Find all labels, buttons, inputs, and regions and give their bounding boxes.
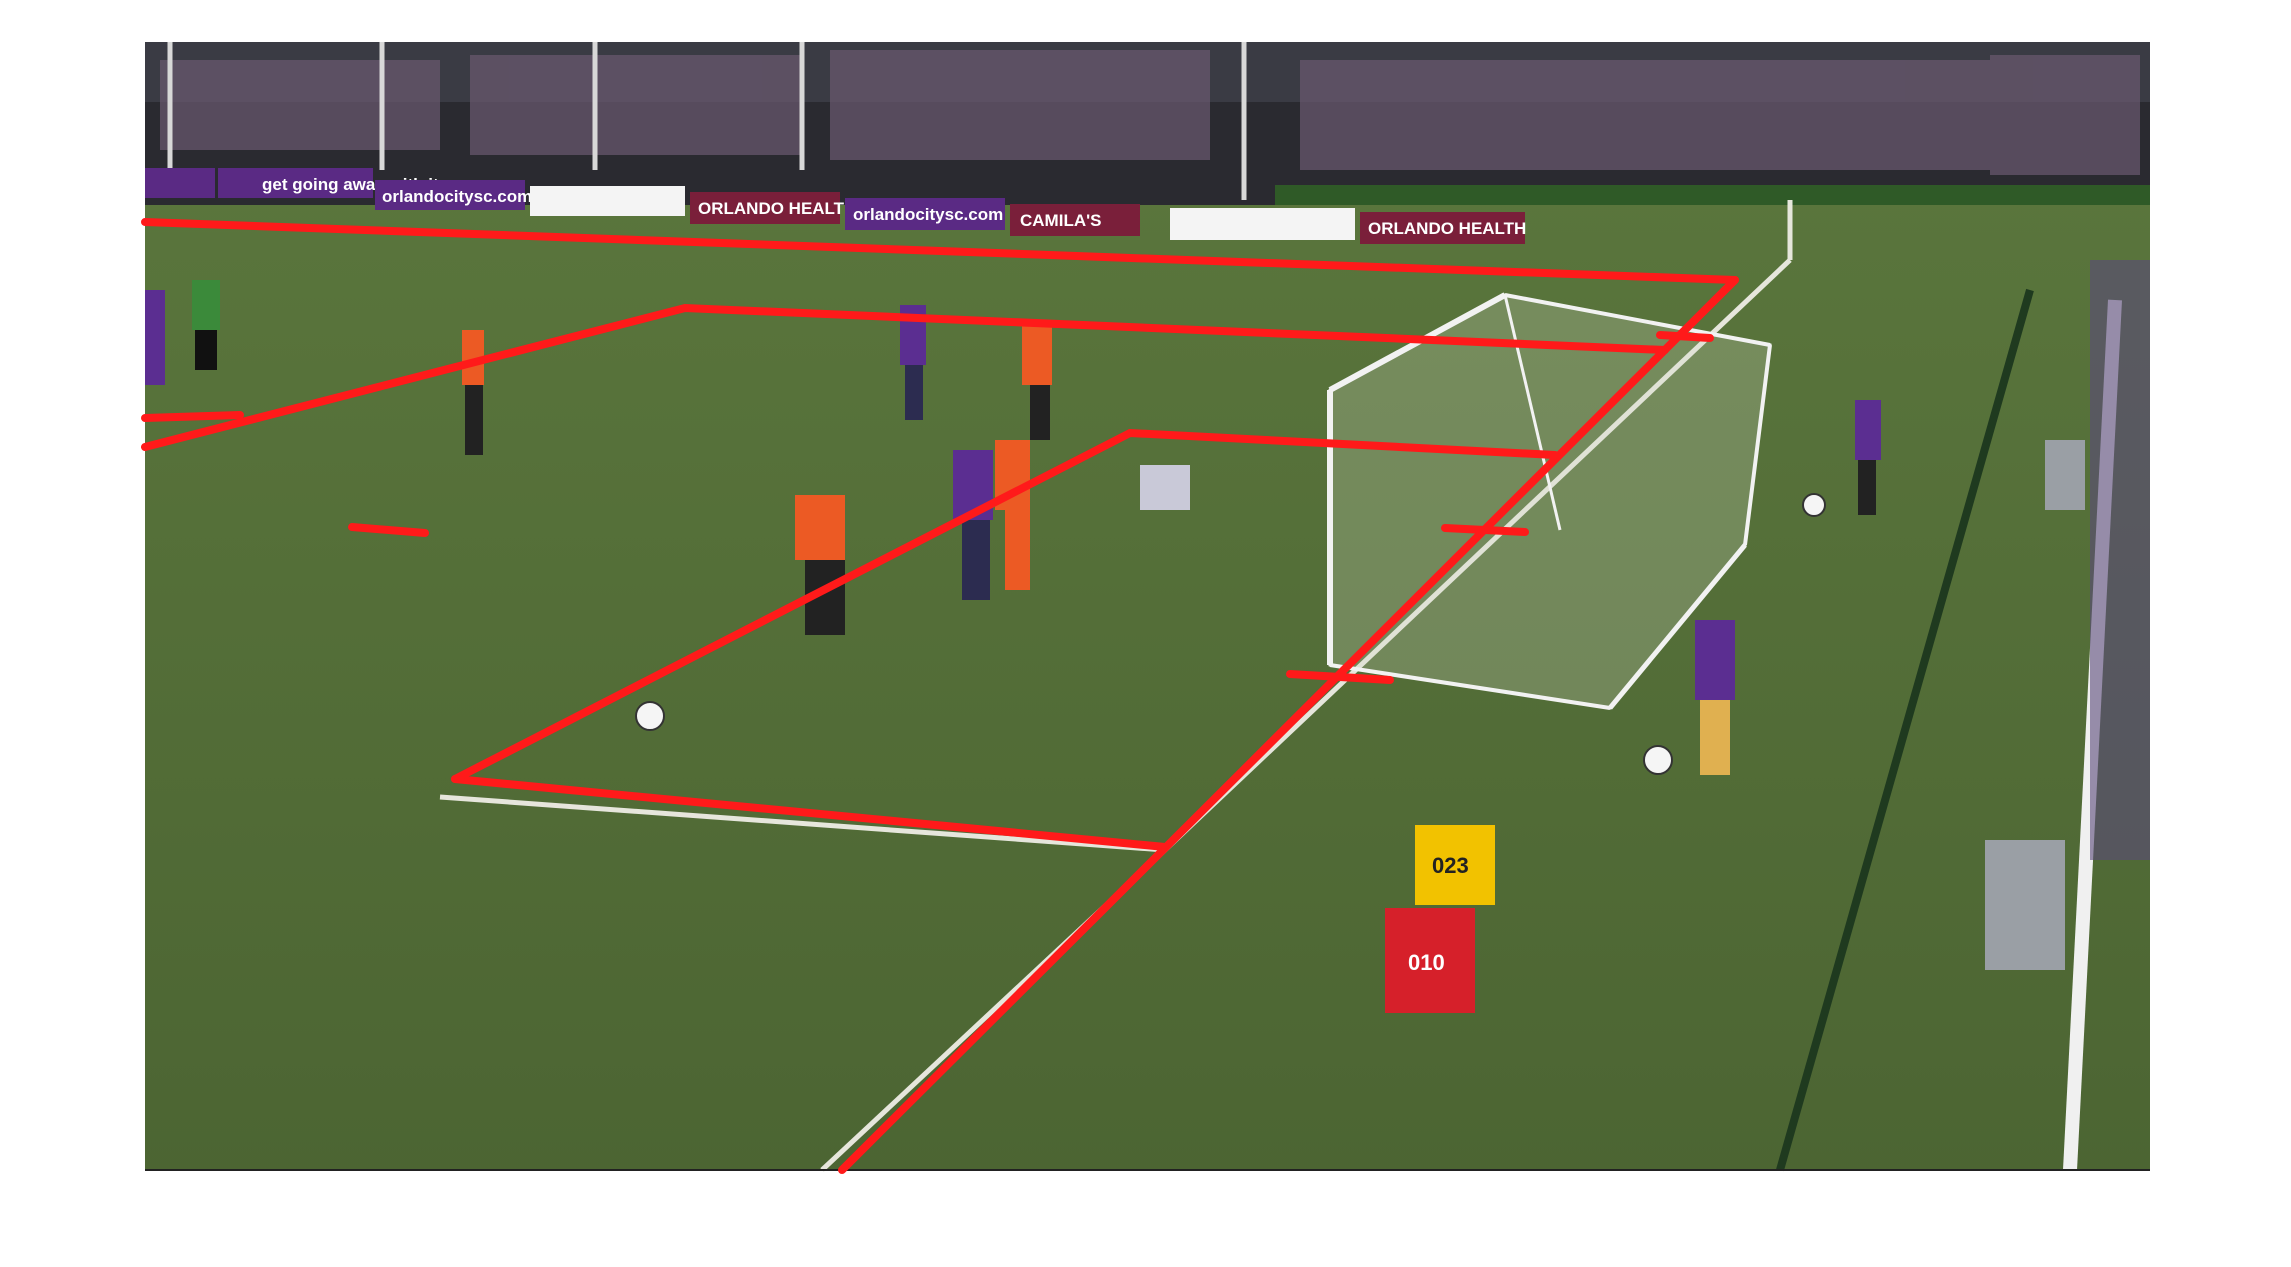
overlay-tick [1441,524,1529,536]
bib-number: 010 [1408,950,1445,975]
players [145,280,1881,775]
trash-bin [2045,440,2085,510]
pitch-shade [145,205,2150,1170]
ad-board [218,168,373,198]
ad-board [845,198,1005,230]
ad-board-text: CAMILA'S [1020,211,1101,230]
overlay-tick [1286,670,1394,684]
ad-board [1010,204,1140,236]
ad-board-text: ORLANDO HEALTH [698,199,856,218]
photographer: 010 [1385,908,1475,1013]
player-away [1022,320,1052,440]
overlay-box-top [451,428,1559,783]
ad-board [1170,208,1355,240]
ad-board-text: orlandocitysc.com [382,187,532,206]
ball-kid [1855,400,1881,515]
bib-number: 023 [1432,853,1469,878]
overlay-goal-line [838,276,1739,1174]
photo-frame: get going away with it orlandocitysc.com… [145,42,2150,1172]
ball [1643,745,1673,775]
ad-boards: get going away with it orlandocitysc.com… [145,168,1526,244]
overlay-touchline [141,218,1739,284]
overlay-penalty-spot [348,523,429,537]
overlay-goal-area [451,775,1169,851]
sideline-fence [1776,288,2034,1172]
match-ball [635,701,665,731]
balls [635,493,1826,775]
ad-board-text: ORLANDO HEALTH [1368,219,1526,238]
ad-board [530,186,685,216]
trash-bin [1985,840,2065,970]
player-home [145,290,165,385]
crowd [160,50,2140,175]
ball-kid [1695,620,1735,775]
ad-board [1360,212,1525,244]
overlay-penalty-area [141,303,1669,451]
red-overlay [141,218,1739,1174]
player-away [462,330,484,455]
player-away [795,495,845,635]
photographer: 023 [1415,825,1495,905]
spectator-zone [2090,260,2150,860]
ad-board [145,168,215,198]
ad-board [375,180,525,210]
goalkeeper [1140,465,1190,510]
ball [1802,493,1826,517]
referee [192,280,220,370]
overlay-tick [1656,331,1714,342]
ad-board-text: orlandocitysc.com [853,205,1003,224]
ad-board [690,192,840,224]
stadium-poles [167,42,1247,200]
overlay-penalty-area-leftedge [141,411,244,422]
